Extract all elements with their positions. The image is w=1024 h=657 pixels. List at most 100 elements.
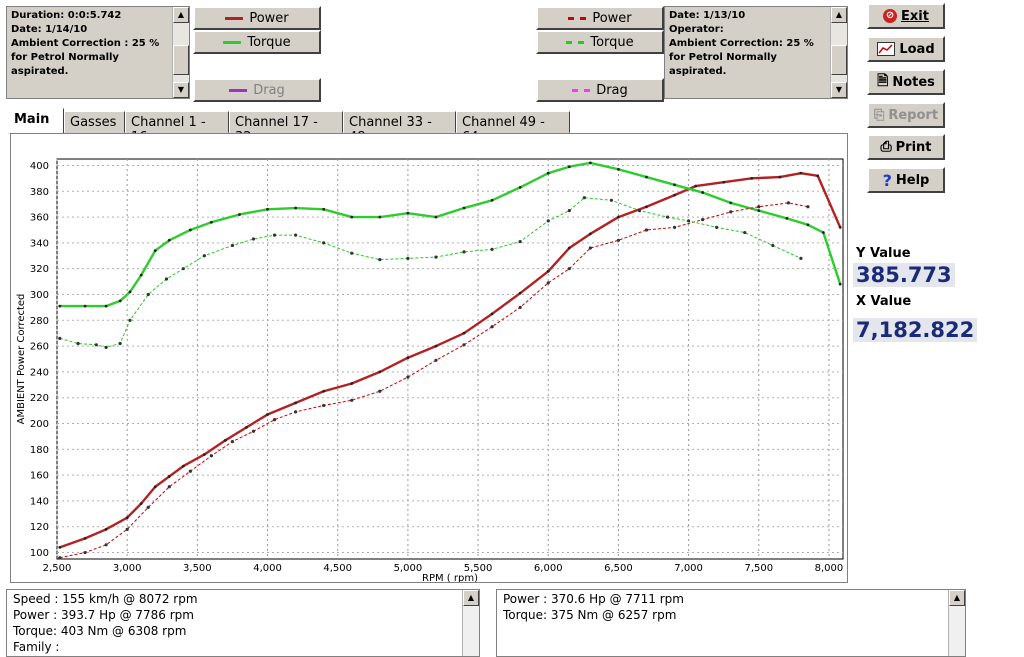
data-point-power_run1 [434, 344, 438, 348]
data-point-torque_run2 [665, 215, 670, 219]
run1-summary-box: Speed : 155 km/h @ 8072 rpm Power : 393.… [6, 589, 480, 657]
y-tick-label: 160 [30, 471, 49, 482]
legend-torque-run2-label: Torque [590, 34, 634, 50]
x-tick-label: 4,500 [323, 563, 352, 574]
scroll-up-icon[interactable]: ▲ [463, 590, 479, 606]
data-point-torque_run1 [729, 201, 733, 205]
series-line-torque_run2 [59, 197, 802, 348]
y-tick-label: 260 [30, 342, 49, 353]
data-point-torque_run1 [821, 231, 825, 234]
data-point-power_run2 [83, 550, 87, 555]
x-tick-label: 5,000 [394, 563, 423, 574]
print-button[interactable]: ⎙ Print [867, 134, 945, 160]
data-point-torque_run2 [687, 219, 691, 223]
scroll-thumb[interactable] [831, 45, 847, 75]
data-point-torque_run2 [251, 237, 256, 241]
data-point-torque_run2 [434, 255, 438, 259]
scroll-up-icon[interactable]: ▲ [831, 7, 847, 23]
legend-drag-run1-button[interactable]: Drag [193, 78, 321, 102]
tab-channel-17-32[interactable]: Channel 17 - 32 [229, 111, 343, 145]
tab-channel-1-16[interactable]: Channel 1 - 16 [125, 111, 229, 145]
scroll-down-icon[interactable]: ▼ [831, 82, 847, 98]
data-point-torque_run1 [806, 223, 810, 227]
chart-icon [877, 42, 896, 56]
x-tick-label: 3,000 [113, 563, 142, 574]
run2-summary-box: Power : 370.6 Hp @ 7711 rpm Torque: 375 … [496, 589, 966, 657]
data-point-torque_run2 [322, 241, 326, 245]
help-button[interactable]: ? Help [867, 167, 945, 193]
load-button[interactable]: Load [867, 36, 945, 62]
data-point-torque_run2 [799, 256, 803, 260]
right-info-scrollbar[interactable]: ▲ ▼ [830, 7, 847, 98]
data-point-torque_run2 [771, 243, 775, 248]
dyno-chart[interactable]: 2,500 3,000 3,500 4,000 4,500 5,000 5,500 6,000… [11, 134, 847, 582]
report-button[interactable]: ⎘ Report [867, 102, 945, 128]
data-point-power_run1 [694, 184, 698, 188]
data-point-power_run2 [786, 201, 791, 205]
data-point-torque_run1 [104, 304, 108, 308]
data-point-power_run2 [378, 389, 382, 393]
data-point-power_run2 [251, 429, 256, 433]
right-run-info-text: Date: 1/13/10 Operator: Ambient Correcti… [669, 10, 814, 77]
y-tick-label: 380 [30, 187, 49, 198]
data-point-power_run2 [588, 246, 592, 250]
data-point-torque_run1 [518, 185, 522, 189]
legend-torque-run1-button[interactable]: Torque [193, 30, 321, 54]
data-point-torque_run2 [490, 247, 494, 251]
data-point-power_run1 [406, 356, 410, 360]
data-point-torque_run2 [230, 243, 235, 248]
data-point-power_run1 [139, 502, 143, 505]
data-point-power_run2 [806, 205, 810, 209]
scroll-thumb[interactable] [173, 45, 189, 75]
print-label: Print [895, 139, 932, 155]
data-point-power_run1 [778, 175, 782, 179]
data-point-torque_run1 [617, 167, 620, 171]
y-tick-label: 320 [30, 264, 49, 275]
data-point-power_run2 [567, 267, 571, 271]
data-point-torque_run1 [546, 171, 550, 175]
y-value-label: Y Value [856, 246, 911, 261]
data-point-torque_run1 [83, 304, 87, 308]
data-point-power_run1 [546, 269, 550, 273]
data-point-torque_run2 [128, 318, 132, 322]
legend-drag-run2-button[interactable]: Drag [536, 78, 664, 102]
left-run-info-text: Duration: 0:0:5.742 Date: 1/14/10 Ambien… [11, 10, 160, 77]
legend-power-run1-label: Power [249, 10, 289, 26]
data-point-torque_run2 [164, 277, 169, 281]
data-point-torque_run1 [58, 304, 62, 308]
exit-button[interactable]: ⊘ Exit [867, 3, 945, 29]
legend-power-run1-button[interactable]: Power [193, 6, 321, 30]
tab-channel-49-64[interactable]: Channel 49 - 64 [456, 111, 570, 145]
legend-power-run2-button[interactable]: Power [536, 6, 664, 30]
data-point-torque_run1 [128, 290, 132, 294]
tab-gasses[interactable]: Gasses [64, 111, 125, 133]
data-point-torque_run1 [701, 191, 705, 194]
data-point-torque_run1 [462, 206, 466, 210]
report-label: Report [888, 107, 939, 123]
load-label: Load [899, 41, 935, 57]
data-point-torque_run1 [209, 220, 213, 224]
data-point-torque_run2 [58, 336, 62, 340]
right-run-info: Date: 1/13/10 Operator: Ambient Correcti… [664, 6, 848, 99]
legend-torque-run2-button[interactable]: Torque [536, 30, 664, 54]
x-tick-label: 3,500 [183, 563, 212, 574]
tab-channel-33-48[interactable]: Channel 33 - 48 [343, 111, 456, 145]
data-point-power_run1 [167, 475, 171, 478]
notes-button[interactable]: 🗎 Notes [867, 69, 945, 95]
scroll-down-icon[interactable]: ▼ [173, 82, 189, 98]
power-run2-swatch [568, 16, 587, 20]
data-point-torque_run2 [350, 251, 354, 255]
run2-summary-scrollbar[interactable]: ▲ [948, 590, 965, 656]
y-tick-label: 240 [30, 367, 49, 378]
legend-torque-run1-label: Torque [247, 34, 291, 50]
left-info-scrollbar[interactable]: ▲ ▼ [172, 7, 189, 98]
data-point-power_run1 [750, 176, 754, 180]
data-point-power_run1 [202, 453, 206, 456]
run1-summary-scrollbar[interactable]: ▲ [462, 590, 479, 656]
data-point-power_run1 [617, 215, 620, 219]
data-point-torque_run2 [743, 230, 747, 235]
scroll-up-icon[interactable]: ▲ [173, 7, 189, 23]
tab-main[interactable]: Main [8, 108, 64, 134]
scroll-up-icon[interactable]: ▲ [949, 590, 965, 606]
data-point-torque_run1 [406, 211, 410, 215]
